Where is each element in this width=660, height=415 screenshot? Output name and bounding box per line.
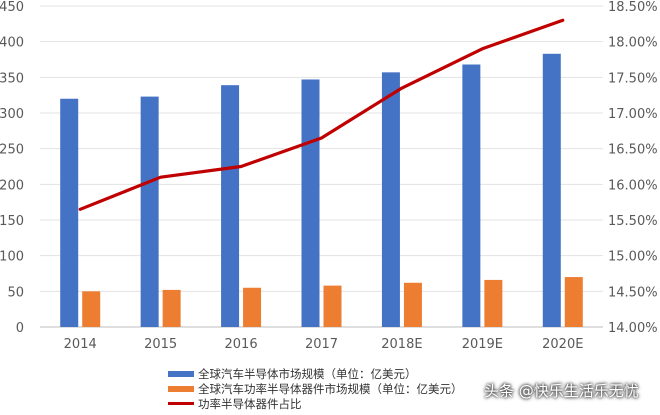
right-tick-label: 16.50%	[608, 143, 658, 158]
bar-vehicle-semiconductor	[301, 79, 320, 328]
bar-vehicle-semiconductor	[60, 98, 79, 327]
x-tick-label: 2015	[144, 337, 177, 352]
left-tick-label: 250	[0, 143, 24, 158]
bar-vehicle-semiconductor	[381, 72, 400, 327]
watermark-text: 头条 @快乐生活乐无忧	[484, 382, 639, 400]
right-tick-label: 14.50%	[608, 285, 658, 300]
legend-label: 功率半导体器件占比	[198, 396, 302, 411]
bar-vehicle-semiconductor	[462, 64, 481, 327]
left-tick-label: 200	[0, 178, 24, 193]
right-tick-label: 15.00%	[608, 250, 658, 265]
bar-power-semiconductor	[162, 289, 181, 327]
left-tick-label: 450	[0, 0, 24, 15]
left-tick-label: 0	[16, 321, 24, 336]
bar-power-semiconductor	[82, 291, 101, 327]
left-y-axis: 0 50 100 150 200 250 300 350 400 450	[0, 0, 24, 336]
left-tick-label: 350	[0, 71, 24, 86]
right-tick-label: 17.50%	[608, 71, 658, 86]
right-tick-label: 14.00%	[608, 321, 658, 336]
x-tick-label: 2017	[305, 337, 338, 352]
x-tick-label: 2018E	[381, 337, 422, 352]
left-tick-label: 50	[7, 285, 24, 300]
legend-swatch-blue	[168, 370, 194, 377]
bar-vehicle-semiconductor	[140, 96, 159, 328]
right-y-axis: 14.00% 14.50% 15.00% 15.50% 16.00% 16.50% 17.0…	[608, 0, 658, 336]
gridlines	[40, 5, 603, 328]
right-tick-label: 18.50%	[608, 0, 658, 15]
left-tick-label: 300	[0, 107, 24, 122]
bar-vehicle-semiconductor	[221, 85, 240, 328]
legend-label: 全球汽车功率半导体器件市场规模（单位：亿美元）	[198, 381, 463, 396]
legend-swatch-red-line	[168, 402, 194, 405]
right-tick-label: 18.00%	[608, 36, 658, 51]
bar-power-semiconductor	[323, 285, 342, 327]
legend-item-power-device-share: 功率半导体器件占比	[168, 396, 463, 411]
x-tick-label: 2014	[64, 337, 97, 352]
x-axis: 2014 2015 2016 2017 2018E 2019E 2020E	[64, 337, 584, 352]
legend-item-vehicle-semiconductor-market: 全球汽车半导体市场规模（单位：亿美元）	[168, 366, 463, 381]
line-power-device-share	[78, 18, 565, 211]
left-tick-label: 100	[0, 250, 24, 265]
legend-label: 全球汽车半导体市场规模（单位：亿美元）	[198, 366, 417, 381]
left-tick-label: 150	[0, 214, 24, 229]
right-tick-label: 16.00%	[608, 178, 658, 193]
bar-power-semiconductor	[564, 277, 583, 327]
line-series	[78, 18, 565, 211]
right-tick-label: 15.50%	[608, 214, 658, 229]
legend-swatch-orange	[168, 385, 194, 392]
x-tick-label: 2020E	[542, 337, 583, 352]
right-tick-label: 17.00%	[608, 107, 658, 122]
bar-series	[60, 53, 583, 328]
legend: 全球汽车半导体市场规模（单位：亿美元） 全球汽车功率半导体器件市场规模（单位：亿…	[168, 366, 463, 411]
x-tick-label: 2016	[225, 337, 258, 352]
bar-power-semiconductor	[403, 282, 422, 327]
bar-power-semiconductor	[484, 279, 503, 327]
legend-item-power-semiconductor-market: 全球汽车功率半导体器件市场规模（单位：亿美元）	[168, 381, 463, 396]
bar-vehicle-semiconductor	[542, 53, 561, 327]
x-tick-label: 2019E	[462, 337, 503, 352]
bar-power-semiconductor	[243, 287, 262, 327]
left-tick-label: 400	[0, 36, 24, 51]
